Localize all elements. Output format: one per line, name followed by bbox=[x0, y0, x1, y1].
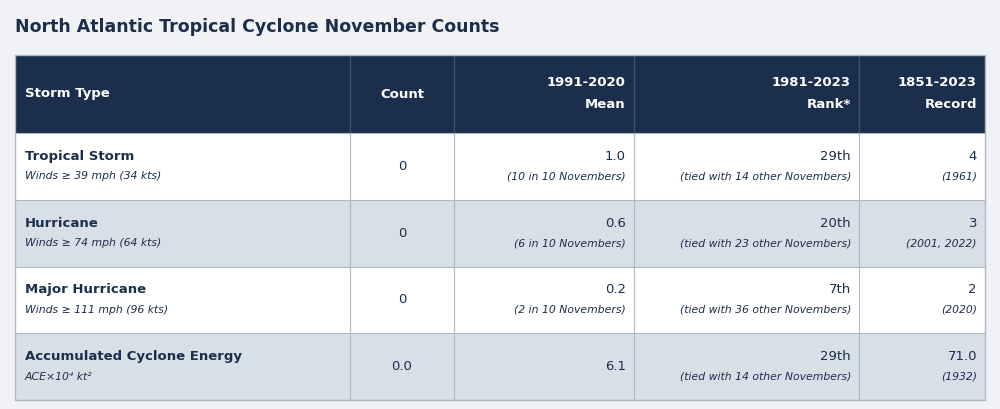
Text: 0.6: 0.6 bbox=[605, 217, 626, 229]
Text: Winds ≥ 74 mph (64 kts): Winds ≥ 74 mph (64 kts) bbox=[25, 238, 161, 248]
Text: 29th: 29th bbox=[820, 150, 851, 163]
Text: 0.0: 0.0 bbox=[392, 360, 412, 373]
Text: ACE×10⁴ kt²: ACE×10⁴ kt² bbox=[25, 372, 93, 382]
Text: Record: Record bbox=[924, 99, 977, 112]
Text: Accumulated Cyclone Energy: Accumulated Cyclone Energy bbox=[25, 350, 242, 363]
Text: Winds ≥ 39 mph (34 kts): Winds ≥ 39 mph (34 kts) bbox=[25, 171, 161, 181]
Text: Storm Type: Storm Type bbox=[25, 88, 110, 101]
Text: (6 in 10 Novembers): (6 in 10 Novembers) bbox=[514, 238, 626, 248]
Text: Hurricane: Hurricane bbox=[25, 217, 99, 229]
Text: 1.0: 1.0 bbox=[605, 150, 626, 163]
Text: 71.0: 71.0 bbox=[947, 350, 977, 363]
Text: 6.1: 6.1 bbox=[605, 360, 626, 373]
Text: (tied with 23 other Novembers): (tied with 23 other Novembers) bbox=[680, 238, 851, 248]
Text: 1991-2020: 1991-2020 bbox=[547, 76, 626, 90]
Text: (tied with 14 other Novembers): (tied with 14 other Novembers) bbox=[680, 171, 851, 181]
Text: 0: 0 bbox=[398, 160, 406, 173]
Text: Count: Count bbox=[380, 88, 424, 101]
Text: (1932): (1932) bbox=[941, 372, 977, 382]
Text: (2001, 2022): (2001, 2022) bbox=[906, 238, 977, 248]
Bar bbox=[15, 267, 985, 333]
Text: 29th: 29th bbox=[820, 350, 851, 363]
Text: 0: 0 bbox=[398, 227, 406, 240]
Text: 0.2: 0.2 bbox=[605, 283, 626, 297]
Text: 2: 2 bbox=[968, 283, 977, 297]
Text: (2020): (2020) bbox=[941, 305, 977, 315]
Text: 0: 0 bbox=[398, 293, 406, 306]
Text: 1851-2023: 1851-2023 bbox=[898, 76, 977, 90]
Text: 4: 4 bbox=[969, 150, 977, 163]
Text: Mean: Mean bbox=[585, 99, 626, 112]
Text: (1961): (1961) bbox=[941, 171, 977, 181]
Text: 1981-2023: 1981-2023 bbox=[772, 76, 851, 90]
Text: 3: 3 bbox=[968, 217, 977, 229]
Text: Tropical Storm: Tropical Storm bbox=[25, 150, 134, 163]
Text: (2 in 10 Novembers): (2 in 10 Novembers) bbox=[514, 305, 626, 315]
Bar bbox=[15, 333, 985, 400]
Text: North Atlantic Tropical Cyclone November Counts: North Atlantic Tropical Cyclone November… bbox=[15, 18, 500, 36]
Text: Major Hurricane: Major Hurricane bbox=[25, 283, 146, 297]
Text: Winds ≥ 111 mph (96 kts): Winds ≥ 111 mph (96 kts) bbox=[25, 305, 168, 315]
Text: (tied with 14 other Novembers): (tied with 14 other Novembers) bbox=[680, 372, 851, 382]
Text: (tied with 36 other Novembers): (tied with 36 other Novembers) bbox=[680, 305, 851, 315]
Text: Rank*: Rank* bbox=[807, 99, 851, 112]
Bar bbox=[15, 200, 985, 267]
Text: (10 in 10 Novembers): (10 in 10 Novembers) bbox=[507, 171, 626, 181]
Bar bbox=[15, 133, 985, 200]
Bar bbox=[15, 55, 985, 400]
Text: 20th: 20th bbox=[820, 217, 851, 229]
Text: 7th: 7th bbox=[829, 283, 851, 297]
Bar bbox=[15, 55, 985, 133]
